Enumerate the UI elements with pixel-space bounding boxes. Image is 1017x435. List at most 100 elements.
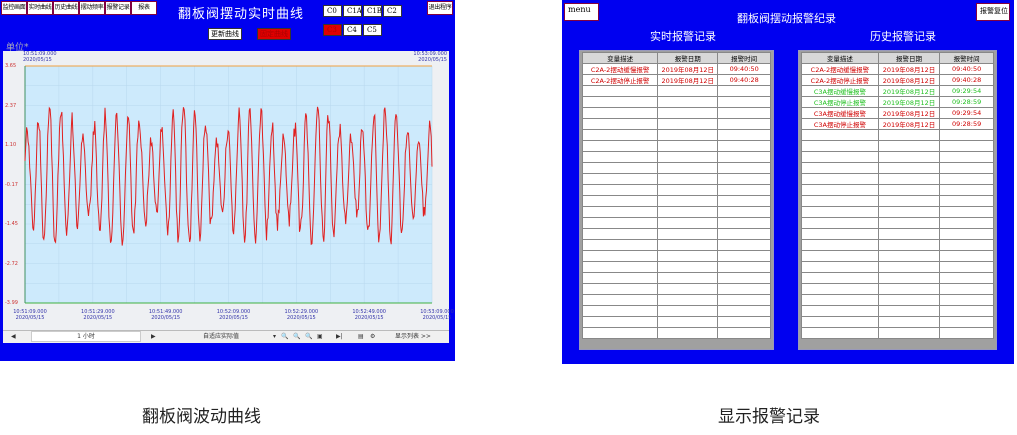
cell-desc: C3A摆动停止报警: [801, 118, 879, 130]
empty-row: [801, 195, 994, 207]
dropdown-arrow-icon[interactable]: ▾: [273, 333, 277, 340]
nav-button[interactable]: 报警记录: [105, 1, 131, 15]
empty-row: [581, 217, 771, 229]
nav-button[interactable]: 报表: [131, 1, 157, 15]
alarm-reset-button[interactable]: 报警复位: [976, 3, 1010, 21]
x-tick-label: 10:52:09.000 2020/05/15: [216, 309, 251, 321]
empty-row: [801, 250, 994, 262]
column-header: 变量描述: [581, 52, 659, 64]
nav-button[interactable]: 历史曲线: [53, 1, 79, 15]
channel-button[interactable]: C0: [323, 5, 342, 17]
scroll-left-button[interactable]: ◀: [11, 333, 16, 340]
history-alarm-title: 历史报警记录: [870, 30, 936, 43]
x-tick-label: 10:52:49.000 2020/05/15: [352, 309, 386, 321]
realtime-chart[interactable]: 10:51:09.000 2020/05/15 10:53:09.000 2020/…: [3, 51, 454, 343]
scroll-right-button[interactable]: ▶: [151, 333, 156, 340]
empty-row: [581, 173, 771, 185]
chart-plot: [24, 65, 433, 304]
empty-row: [581, 140, 771, 152]
column-header: 报警时间: [939, 52, 994, 64]
empty-row: [581, 239, 771, 251]
table-row[interactable]: C2A-2摆动缓慢报警 2019年08月12日 09:40:50: [801, 63, 994, 75]
empty-row: [801, 140, 994, 152]
table-row[interactable]: C3A摆动停止报警 2019年08月12日 09:28:59: [801, 96, 994, 108]
cell-desc: C3A摆动缓慢报警: [801, 107, 879, 119]
cell-time: 09:40:50: [939, 63, 994, 75]
table-row[interactable]: C2A-2摆动缓慢报警 2019年08月12日 09:40:50: [581, 63, 771, 75]
print-icon[interactable]: ▣: [317, 333, 323, 340]
cell-desc: C2A-2摆动停止报警: [801, 74, 879, 86]
cell-time: 09:28:59: [939, 96, 994, 108]
cell-desc: C3A摆动缓慢报警: [801, 85, 879, 97]
channel-button[interactable]: C3: [323, 24, 342, 36]
zoom-out-icon[interactable]: 🔍: [293, 333, 301, 340]
show-list-button[interactable]: 显示列表 >>: [395, 333, 431, 340]
empty-row: [581, 228, 771, 240]
empty-row: [801, 228, 994, 240]
realtime-alarm-table[interactable]: 变量描述 报警日期 报警时间 C2A-2摆动缓慢报警 2019年08月12日 09:40:…: [579, 50, 774, 350]
empty-row: [581, 195, 771, 207]
zoom-in-icon[interactable]: 🔍: [281, 333, 289, 340]
nav-button[interactable]: 摆动频率: [79, 1, 105, 15]
history-alarm-table[interactable]: 变量描述 报警日期 报警时间 C2A-2摆动缓慢报警 2019年08月12日 09:40:…: [798, 50, 997, 350]
menu-button[interactable]: menu: [564, 3, 599, 21]
empty-row: [801, 294, 994, 306]
cell-time: 09:40:50: [717, 63, 771, 75]
duration-field[interactable]: 1 小时: [31, 331, 141, 342]
table-row[interactable]: C2A-2摆动停止报警 2019年08月12日 09:40:28: [801, 74, 994, 86]
update-curve-button[interactable]: 更新曲线: [208, 28, 242, 40]
empty-row: [581, 327, 771, 339]
empty-row: [581, 250, 771, 262]
y-tick-label: -0.17: [5, 181, 18, 188]
exit-button[interactable]: 退出程序: [427, 1, 453, 15]
realtime-curve-panel: 监控画面 实时曲线 历史曲线 摆动频率 报警记录 报表 翻板阀摆动实时曲线 退出程序 C0…: [0, 0, 455, 361]
y-tick-label: -1.45: [5, 221, 18, 227]
empty-row: [581, 261, 771, 273]
cell-time: 09:29:54: [939, 85, 994, 97]
y-tick-label: 1.10: [5, 142, 17, 148]
empty-row: [581, 129, 771, 141]
table-row[interactable]: C3A摆动缓慢报警 2019年08月12日 09:29:54: [801, 107, 994, 119]
empty-row: [581, 85, 771, 97]
x-tick-label: 10:51:49.000 2020/05/15: [148, 309, 183, 321]
table-row[interactable]: C3A摆动缓慢报警 2019年08月12日 09:29:54: [801, 85, 994, 97]
empty-row: [801, 184, 994, 196]
empty-row: [801, 283, 994, 295]
table-row[interactable]: C3A摆动停止报警 2019年08月12日 09:28:59: [801, 118, 994, 130]
channel-button[interactable]: C2: [383, 5, 402, 17]
right-caption: 显示报警记录: [718, 407, 820, 427]
unit-label: 单位*: [6, 43, 29, 53]
zoom-reset-icon[interactable]: 🔍: [305, 333, 313, 340]
channel-button[interactable]: C1B: [363, 5, 382, 17]
nav-button[interactable]: 实时曲线: [27, 1, 53, 15]
empty-row: [581, 162, 771, 174]
nav-button[interactable]: 监控画面: [1, 1, 27, 15]
cell-date: 2019年08月12日: [877, 118, 941, 130]
cell-desc: C2A-2摆动停止报警: [581, 74, 659, 86]
empty-row: [581, 294, 771, 306]
empty-row: [801, 239, 994, 251]
fixed-curve-button[interactable]: 固定曲线: [257, 28, 291, 40]
channel-button[interactable]: C5: [363, 24, 382, 36]
x-tick-label: 10:51:29.000 2020/05/15: [81, 309, 115, 321]
chart-toolbar: ◀ 1 小时 ▶ 自适应实际值 ▾ 🔍 🔍 🔍 ▣ ▶| ▤ ⚙ 显示列表 >>: [3, 330, 449, 343]
table-icon[interactable]: ▤: [358, 333, 364, 340]
alarm-record-panel: menu 翻板阀摆动报警纪录 报警复位 实时报警记录 历史报警记录 变量描述 报警…: [562, 0, 1014, 364]
cell-date: 2019年08月12日: [877, 96, 941, 108]
cell-time: 09:28:59: [939, 118, 994, 130]
cell-date: 2019年08月12日: [877, 107, 941, 119]
empty-row: [581, 184, 771, 196]
empty-row: [801, 316, 994, 328]
channel-button[interactable]: C4: [343, 24, 362, 36]
data-line: [24, 106, 433, 246]
table-row[interactable]: C2A-2摆动停止报警 2019年08月12日 09:40:28: [581, 74, 771, 86]
scale-mode-select[interactable]: 自适应实际值: [202, 333, 239, 340]
x-tick-label: 10:52:29.000 2020/05/15: [284, 309, 319, 321]
table-header: 变量描述 报警日期 报警时间: [581, 52, 771, 64]
channel-button[interactable]: C1A: [343, 5, 362, 17]
alarm-page-title: 翻板阀摆动报警纪录: [737, 12, 836, 25]
empty-row: [801, 327, 994, 339]
play-icon[interactable]: ▶|: [336, 333, 343, 340]
empty-row: [801, 261, 994, 273]
settings-icon[interactable]: ⚙: [370, 333, 376, 340]
